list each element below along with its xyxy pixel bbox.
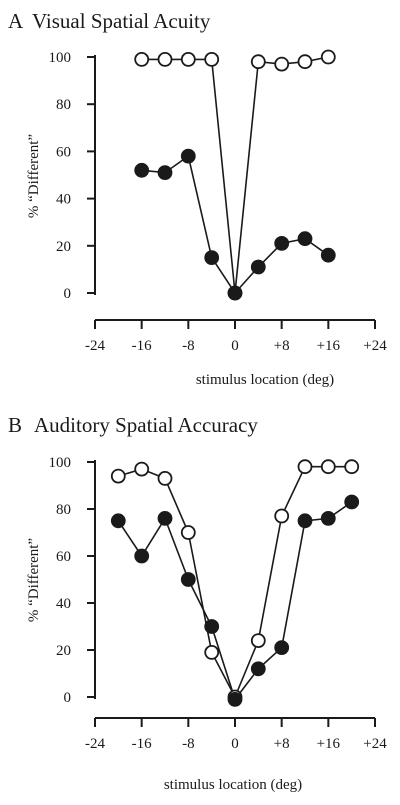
panel-a-visual-spatial-acuity: A Visual Spatial Acuity % “Different” st… xyxy=(8,9,387,388)
panel-b-x-axis-label: stimulus location (deg) xyxy=(164,777,302,793)
panel-a-filled-data-point xyxy=(180,148,196,164)
panel-a-open-data-point xyxy=(180,52,196,67)
panel-b-open-data-point xyxy=(157,470,173,486)
panel-a-open-data-point xyxy=(274,56,290,72)
panel-a-open-data-point xyxy=(134,52,150,67)
panel-b-filled-data-point xyxy=(250,661,266,677)
panel-b-y-tick-label: 80 xyxy=(56,502,71,518)
panel-b-filled-data-point xyxy=(204,619,220,634)
panel-b-y-tick-label: 20 xyxy=(56,643,71,659)
panel-b-filled-data-point xyxy=(157,511,173,526)
panel-b-open-data-point xyxy=(344,459,360,475)
panel-a-open-data-point xyxy=(250,54,266,70)
panel-b-x-tick-label: -16 xyxy=(132,736,152,752)
panel-b-y-tick-label: 0 xyxy=(64,690,72,706)
panel-a-x-tick-label: +8 xyxy=(274,338,290,354)
panel-b-x-tick-label: 0 xyxy=(231,736,239,752)
panel-a-filled-data-point xyxy=(250,259,266,275)
panel-b-axes: 0 20 40 60 80 100 -24 -16 -8 0 +8 +16 +24 xyxy=(49,455,388,752)
panel-b-filled-data-point xyxy=(297,513,313,529)
panel-a-x-axis-label: stimulus location (deg) xyxy=(196,372,334,388)
panel-a-open-series-line xyxy=(234,56,329,294)
panel-a-filled-data-point xyxy=(320,247,336,263)
panel-a-y-tick-label: 100 xyxy=(49,50,72,66)
panel-a-x-tick-label: -8 xyxy=(182,338,195,354)
panel-b-title: Auditory Spatial Accuracy xyxy=(34,413,258,437)
panel-a-x-tick-label: -24 xyxy=(85,338,105,354)
panel-b-open-data-point xyxy=(110,468,126,484)
panel-b-filled-data-point xyxy=(274,640,290,655)
panel-b-x-tick-label: -24 xyxy=(85,736,105,752)
panel-a-x-tick-label: 0 xyxy=(231,338,239,354)
panel-a-y-tick-label: 0 xyxy=(64,286,72,302)
panel-a-title: Visual Spatial Acuity xyxy=(32,9,211,33)
panel-b-filled-data-point xyxy=(320,511,336,526)
panel-b-x-tick-label: +24 xyxy=(363,736,387,752)
panel-b-filled-data-point xyxy=(134,548,150,564)
panel-b-open-series-line xyxy=(118,465,352,699)
panel-a-y-tick-label: 80 xyxy=(56,97,71,113)
panel-a-y-tick-label: 60 xyxy=(56,144,71,160)
panel-a-filled-data-point xyxy=(274,235,290,251)
panel-a-marks xyxy=(134,49,336,301)
panel-b-open-data-point xyxy=(250,633,266,648)
panel-a-open-data-point xyxy=(297,54,313,70)
panel-b-letter: B xyxy=(8,413,22,437)
panel-a-y-axis-label: % “Different” xyxy=(26,134,42,218)
panel-a-x-tick-label: +16 xyxy=(317,338,341,354)
panel-b-y-tick-label: 100 xyxy=(49,455,72,471)
panel-b-open-data-point xyxy=(134,461,150,477)
panel-b-open-data-point xyxy=(297,459,313,475)
panel-a-letter: A xyxy=(8,9,24,33)
panel-b-y-tick-label: 60 xyxy=(56,549,71,565)
panel-a-x-tick-label: +24 xyxy=(363,338,387,354)
panel-a-y-tick-label: 40 xyxy=(56,192,71,208)
panel-b-open-data-point xyxy=(274,508,290,524)
panel-a-filled-data-point xyxy=(134,162,150,178)
panel-a-open-data-point xyxy=(320,49,336,65)
panel-b-marks xyxy=(110,459,360,707)
panel-b-x-tick-label: +16 xyxy=(317,736,341,752)
panel-b-filled-data-point xyxy=(344,494,360,510)
panel-b-open-data-point xyxy=(204,645,220,660)
panel-b-y-axis-label: % “Different” xyxy=(26,538,42,622)
panel-b-open-data-point xyxy=(180,525,196,540)
panel-a-open-data-point xyxy=(204,52,220,67)
panel-a-filled-data-point xyxy=(204,250,220,266)
panel-b-auditory-spatial-accuracy: B Auditory Spatial Accuracy % “Different… xyxy=(8,413,387,793)
panel-b-x-tick-label: +8 xyxy=(274,736,290,752)
panel-b-filled-data-point xyxy=(180,572,196,587)
panel-b-filled-series-line xyxy=(117,501,353,702)
panel-a-open-data-point xyxy=(157,52,173,67)
panel-a-open-series-line xyxy=(141,58,236,294)
panel-b-filled-data-point xyxy=(227,692,243,707)
panel-b-x-tick-label: -8 xyxy=(182,736,195,752)
panel-b-filled-data-point xyxy=(110,513,126,529)
panel-a-y-tick-label: 20 xyxy=(56,239,71,255)
panel-a-filled-data-point xyxy=(297,231,313,247)
panel-a-filled-data-point xyxy=(157,165,173,181)
panel-a-axes: 0 20 40 60 80 100 -24 -16 -8 0 +8 +16 +24 xyxy=(49,50,388,354)
panel-b-open-data-point xyxy=(320,459,336,475)
panel-a-filled-data-point xyxy=(227,285,243,301)
panel-a-x-tick-label: -16 xyxy=(132,338,152,354)
panel-b-y-tick-label: 40 xyxy=(56,596,71,612)
